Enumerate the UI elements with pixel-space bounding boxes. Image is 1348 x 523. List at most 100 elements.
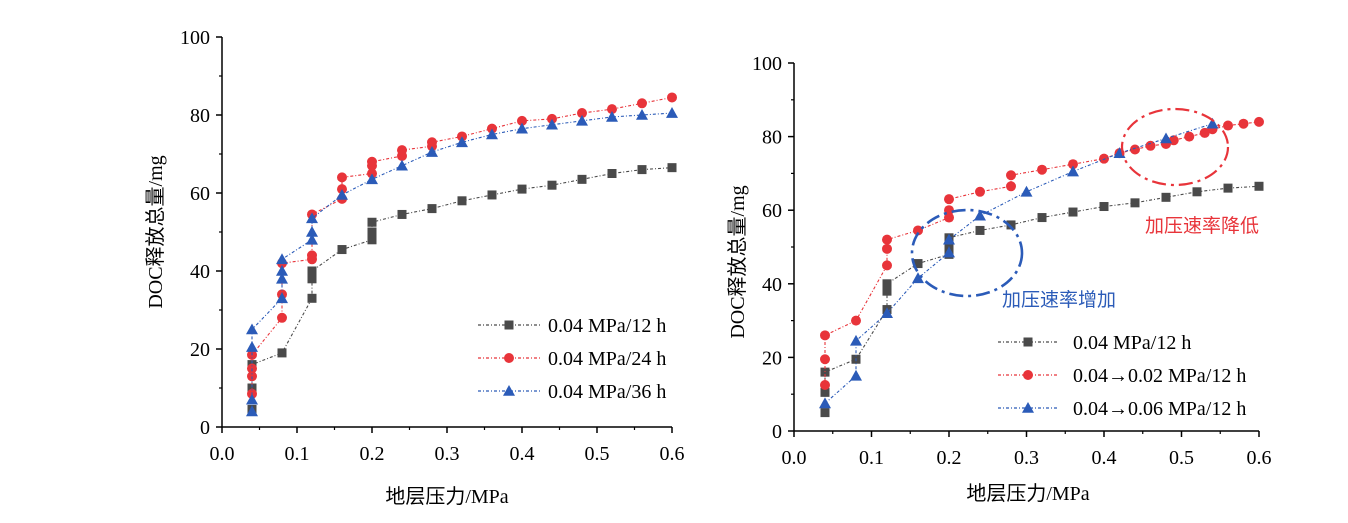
y-tick-label: 20 (190, 339, 210, 361)
x-tick-label: 0.6 (1247, 447, 1272, 469)
data-point (1184, 131, 1195, 142)
x-tick-label: 0.6 (660, 443, 685, 465)
data-point (276, 272, 288, 284)
legend-label: 0.04 MPa/24 h (548, 348, 666, 370)
data-point (820, 354, 830, 365)
series-circle (820, 116, 1264, 390)
data-point (1037, 164, 1047, 175)
data-point (1192, 187, 1202, 197)
legend-label: 0.04 MPa/12 h (1073, 332, 1191, 354)
data-point (913, 259, 923, 269)
data-point (882, 260, 892, 271)
data-point (1130, 144, 1140, 155)
data-point (486, 128, 498, 140)
data-point (1006, 181, 1016, 192)
legend-marker (1023, 370, 1033, 380)
data-point (1006, 220, 1016, 230)
data-point (667, 92, 677, 103)
y-tick-label: 80 (190, 105, 210, 127)
right-x-axis-title: 地层压力/MPa (966, 482, 1089, 505)
data-point (943, 233, 955, 245)
legend-entry: 0.04→0.06 MPa/12 h (998, 398, 1246, 420)
data-point (1068, 159, 1078, 170)
data-point (850, 334, 862, 346)
data-point (820, 380, 830, 390)
data-point (1254, 181, 1264, 191)
legend-marker (1023, 337, 1033, 347)
y-tick-label: 100 (752, 53, 782, 75)
data-point (397, 209, 407, 219)
data-point (606, 110, 618, 122)
data-point (427, 204, 437, 214)
data-point (1223, 120, 1233, 131)
data-point (246, 323, 258, 335)
data-point (277, 348, 287, 358)
legend-label: 0.04 MPa/36 h (548, 381, 666, 403)
data-point (1099, 202, 1109, 212)
data-point (517, 115, 527, 126)
legend-entry: 0.04 MPa/36 h (478, 381, 666, 403)
data-point (820, 330, 830, 341)
data-point (974, 209, 986, 221)
data-point (943, 246, 955, 258)
right-y-axis-title: DOC释放总量/mg (726, 185, 749, 338)
x-tick-label: 0.0 (210, 443, 235, 465)
data-point (975, 186, 985, 197)
data-point (637, 165, 647, 175)
data-point (881, 307, 893, 319)
data-point (666, 107, 678, 118)
data-point (1099, 153, 1109, 164)
left-y-axis-title: DOC释放总量/mg (144, 155, 167, 308)
data-point (367, 217, 377, 227)
right-annotations: 加压速率降低 加压速率增加 (910, 107, 1259, 311)
data-point (1067, 165, 1079, 177)
data-point (276, 265, 288, 276)
data-point (1068, 207, 1078, 217)
series-triangle (819, 117, 1219, 409)
data-point (1223, 183, 1233, 193)
data-point (1254, 116, 1264, 127)
y-tick-label: 20 (762, 347, 782, 369)
data-point (882, 279, 892, 289)
data-point (306, 226, 318, 237)
left-plot-area: 0.0 0.1 0.2 0.3 0.4 0.5 0.6 0 20 40 60 80 100 (180, 27, 685, 465)
legend-marker (504, 353, 514, 363)
x-tick-label: 0.1 (285, 443, 310, 465)
data-point (397, 145, 407, 156)
series-square (247, 163, 677, 414)
series-line (824, 121, 1260, 385)
data-point (637, 98, 647, 109)
annotation-red-ellipse (1120, 107, 1230, 187)
data-point (850, 369, 862, 381)
left-chart: 0.0 0.1 0.2 0.3 0.4 0.5 0.6 0 20 40 60 80 100 地层压力/M… (144, 27, 685, 508)
data-point (306, 233, 318, 245)
y-tick-label: 80 (762, 127, 782, 149)
data-point (1130, 198, 1140, 208)
legend-label: 0.04→0.06 MPa/12 h (1073, 398, 1246, 420)
series-circle (247, 92, 677, 399)
right-legend: 0.04 MPa/12 h 0.04→0.02 MPa/12 h 0.04→0.06… (998, 332, 1246, 420)
y-tick-label: 100 (180, 27, 210, 49)
data-point (367, 156, 377, 167)
series-line (824, 185, 1260, 413)
data-point (975, 225, 985, 235)
legend-label: 0.04→0.02 MPa/12 h (1073, 365, 1246, 387)
legend-entry: 0.04 MPa/24 h (478, 348, 666, 370)
data-point (367, 227, 377, 237)
data-point (367, 235, 377, 245)
data-point (1020, 185, 1033, 197)
annotation-blue-label: 加压速率增加 (1002, 289, 1116, 311)
legend-label: 0.04 MPa/12 h (548, 315, 666, 337)
data-point (457, 196, 467, 206)
data-point (246, 341, 258, 352)
data-point (944, 212, 954, 223)
data-point (546, 118, 558, 130)
data-point (820, 367, 830, 377)
annotation-red-label: 加压速率降低 (1145, 215, 1259, 237)
data-point (337, 245, 347, 255)
data-point (307, 293, 317, 303)
data-point (247, 371, 257, 382)
data-point (913, 225, 923, 236)
data-point (547, 180, 557, 190)
x-tick-label: 0.5 (585, 443, 610, 465)
